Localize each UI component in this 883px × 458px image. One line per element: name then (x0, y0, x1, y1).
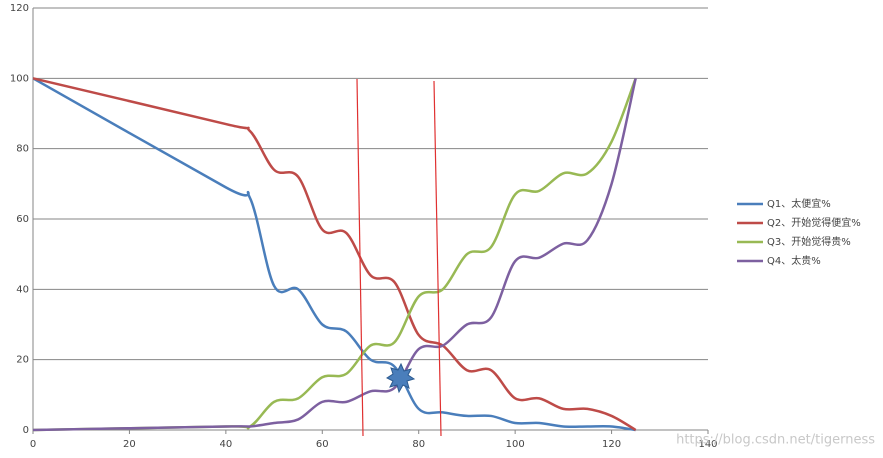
legend-label: Q1、太便宜% (767, 197, 831, 210)
x-tick-label: 140 (698, 439, 717, 450)
annotation-line (356, 78, 364, 437)
annotation-line (433, 80, 442, 437)
y-tick-label: 120 (10, 3, 29, 14)
x-tick-label: 40 (219, 439, 232, 450)
y-tick-label: 60 (16, 214, 29, 225)
legend-label: Q2、开始觉得便宜% (767, 216, 861, 229)
series-line (32, 78, 637, 432)
x-tick-label: 60 (316, 439, 329, 450)
legend-label: Q4、太贵% (767, 254, 821, 267)
legend-label: Q3、开始觉得贵% (767, 235, 851, 248)
y-tick-label: 20 (16, 355, 29, 366)
x-tick-label: 0 (30, 439, 36, 450)
watermark: https://blog.csdn.net/tigerness (676, 433, 875, 448)
series-line (32, 77, 637, 432)
y-tick-label: 40 (16, 284, 29, 295)
series-line (32, 77, 637, 432)
x-tick-label: 20 (123, 439, 136, 450)
y-tick-label: 0 (23, 425, 29, 436)
intersection-star (386, 362, 416, 394)
x-tick-label: 120 (602, 439, 621, 450)
x-tick-label: 100 (506, 439, 525, 450)
x-tick-label: 80 (412, 439, 425, 450)
y-tick-label: 100 (10, 73, 29, 84)
y-tick-label: 80 (16, 144, 29, 155)
grid: 0 20 40 60 80 100 120 0 20 40 60 80 100 120 140 (10, 3, 718, 450)
